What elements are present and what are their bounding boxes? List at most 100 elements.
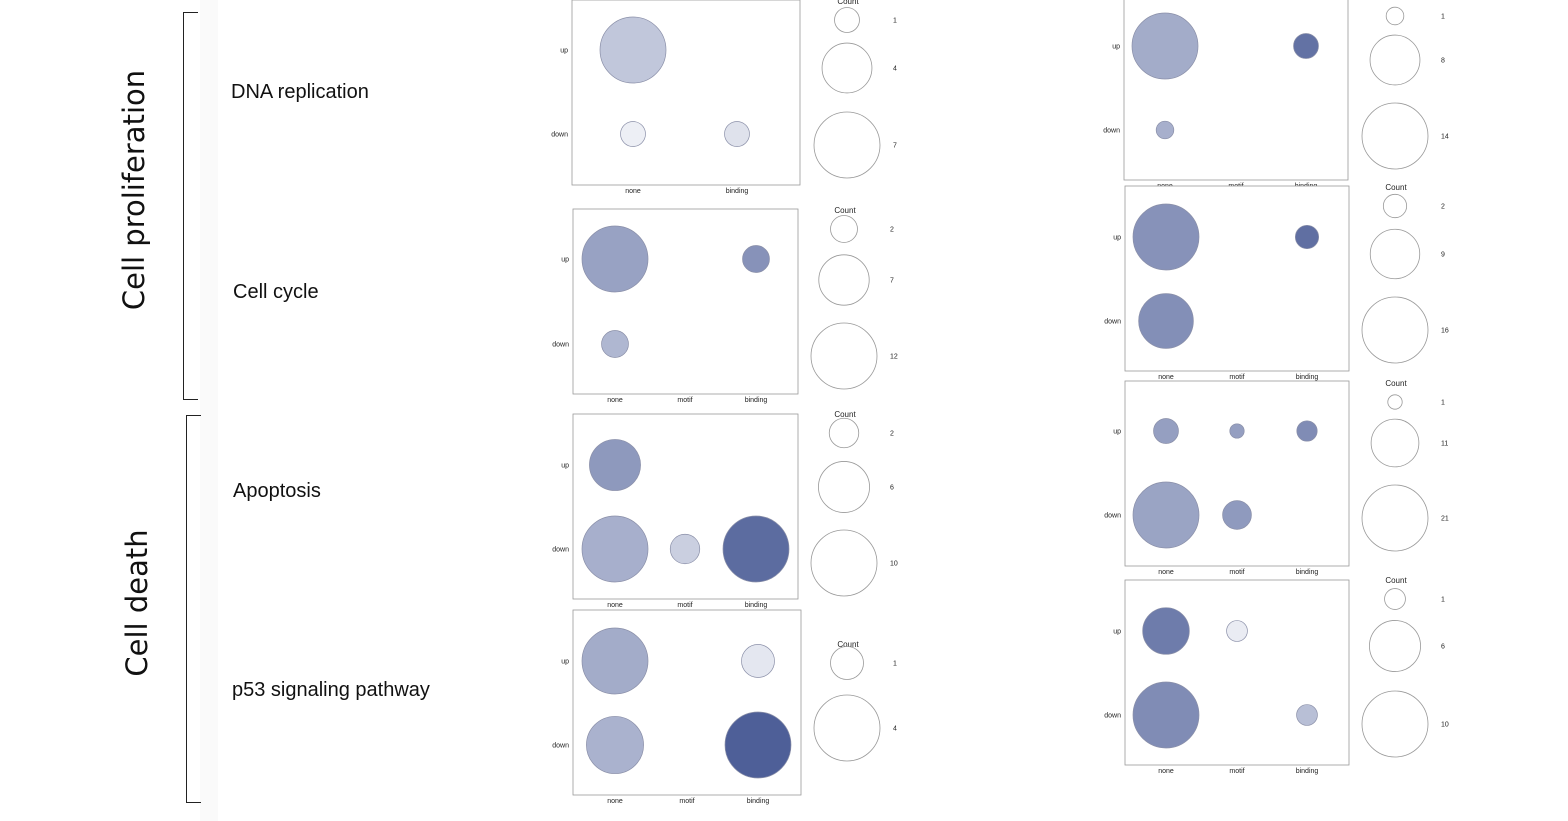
- bubble-none-up: [1142, 607, 1190, 655]
- legend-circle-1: [1384, 588, 1406, 610]
- legend-title: Count: [1385, 576, 1407, 585]
- legend-value-2: 2: [890, 227, 894, 234]
- chart-panel-6: up down none motif binding Count 2 9 16: [1104, 183, 1449, 381]
- bubble-none-down: [1138, 293, 1194, 349]
- pathway-label-dna-replication: DNA replication: [231, 81, 369, 103]
- pathway-label-cell-cycle: Cell cycle: [233, 281, 319, 303]
- bubble-motif-down: [1222, 500, 1252, 530]
- legend-circle-12: [810, 322, 878, 390]
- y-tick-label-down: down: [552, 342, 569, 349]
- y-tick-label-down: down: [552, 547, 569, 554]
- x-tick-label-none: none: [1158, 569, 1174, 576]
- legend-circle-1: [1385, 6, 1405, 26]
- bubble-binding-up: [1296, 420, 1318, 442]
- x-tick-label-motif: motif: [677, 397, 692, 404]
- legend-title: Count: [837, 640, 859, 649]
- bubble-binding-down: [724, 711, 792, 779]
- bubble-binding-up: [742, 245, 770, 273]
- bubble-none-up: [599, 16, 667, 84]
- legend-value-1: 1: [1441, 597, 1445, 604]
- bubble-binding-down: [724, 121, 750, 147]
- chart-panel-5: updownnonemotifbindingCount1814: [1103, 0, 1449, 190]
- y-tick-label-down: down: [1103, 128, 1120, 135]
- y-tick-label-up: up: [1113, 429, 1121, 436]
- legend-circle-10: [1361, 690, 1429, 758]
- legend-value-21: 21: [1441, 516, 1449, 523]
- legend-circle-6: [1369, 620, 1421, 672]
- bubble-none-down: [581, 515, 649, 583]
- legend-value-9: 9: [1441, 252, 1445, 259]
- chart-panel-2: up down none motif binding Count 2 7 12: [552, 206, 898, 404]
- group-bracket-proliferation: [183, 12, 198, 400]
- legend-circle-4: [813, 694, 881, 762]
- legend-circle-1: [1387, 394, 1403, 410]
- legend-title: Count: [837, 0, 859, 6]
- bubble-binding-down: [1296, 704, 1318, 726]
- x-tick-label-binding: binding: [747, 798, 770, 805]
- bubble-none-up: [1153, 418, 1179, 444]
- legend-value-1: 1: [1441, 14, 1445, 21]
- x-tick-label-motif: motif: [677, 602, 692, 609]
- legend-value-2: 2: [1441, 204, 1445, 211]
- bubble-motif-up: [1226, 620, 1248, 642]
- x-tick-label-binding: binding: [726, 188, 749, 195]
- legend-value-10: 10: [890, 561, 898, 568]
- chart-panel-3: up down none motif binding Count 2 6 10: [552, 410, 898, 609]
- bubble-none-up: [581, 627, 649, 695]
- y-tick-label-up: up: [561, 463, 569, 470]
- legend-title: Count: [1385, 379, 1407, 388]
- bubble-binding-up: [1293, 33, 1319, 59]
- chart-panel-4: up down none motif binding Count 1 4: [552, 609, 897, 805]
- legend-value-1: 1: [1441, 400, 1445, 407]
- chart-panel-8: up down none motif binding Count 1 6 10: [1104, 576, 1449, 775]
- y-tick-label-up: up: [561, 659, 569, 666]
- y-tick-label-up: up: [1112, 44, 1120, 51]
- legend-circle-21: [1361, 484, 1429, 552]
- bubble-none-down: [1155, 120, 1175, 140]
- x-tick-label-none: none: [1158, 374, 1174, 381]
- x-tick-label-motif: motif: [1229, 768, 1244, 775]
- legend-value-12: 12: [890, 354, 898, 361]
- x-tick-label-motif: motif: [1229, 569, 1244, 576]
- legend-circle-2: [1382, 193, 1408, 219]
- legend-circle-11: [1370, 418, 1420, 468]
- x-tick-label-none: none: [1158, 768, 1174, 775]
- y-tick-label-up: up: [1113, 235, 1121, 242]
- y-tick-label-down: down: [1104, 513, 1121, 520]
- legend-value-6: 6: [890, 485, 894, 492]
- legend-value-4: 4: [893, 66, 897, 73]
- bubble-none-up: [581, 225, 649, 293]
- legend-circle-10: [810, 529, 878, 597]
- plot-frame: [572, 208, 799, 395]
- x-tick-label-binding: binding: [1296, 569, 1319, 576]
- legend-value-1: 1: [893, 18, 897, 25]
- legend-circle-9: [1369, 228, 1421, 280]
- legend-circle-2: [828, 417, 860, 449]
- plot-frame: [571, 0, 801, 186]
- bubble-none-down: [620, 121, 646, 147]
- legend-title: Count: [1385, 183, 1407, 192]
- bubble-motif-up: [1229, 423, 1245, 439]
- legend-value-6: 6: [1441, 644, 1445, 651]
- legend-value-14: 14: [1441, 134, 1449, 141]
- legend-value-7: 7: [893, 143, 897, 150]
- legend-circle-1: [834, 7, 860, 33]
- bubble-binding-up: [1294, 224, 1320, 250]
- bubble-none-up: [1132, 203, 1200, 271]
- y-tick-label-up: up: [1113, 629, 1121, 636]
- x-tick-label-binding: binding: [745, 602, 768, 609]
- x-tick-label-binding: binding: [1296, 374, 1319, 381]
- legend-circle-7: [813, 111, 881, 179]
- x-tick-label-none: none: [607, 798, 623, 805]
- legend-circle-4: [821, 42, 873, 94]
- bubble-none-down: [601, 330, 629, 358]
- pathway-label-p53: p53 signaling pathway: [232, 679, 430, 701]
- y-tick-label-down: down: [1104, 319, 1121, 326]
- bubble-none-down: [586, 716, 644, 774]
- bubble-none-down: [1132, 681, 1200, 749]
- x-tick-label-motif: motif: [679, 798, 694, 805]
- legend-title: Count: [834, 206, 856, 215]
- legend-circle-2: [830, 215, 858, 243]
- legend-value-1: 1: [893, 661, 897, 668]
